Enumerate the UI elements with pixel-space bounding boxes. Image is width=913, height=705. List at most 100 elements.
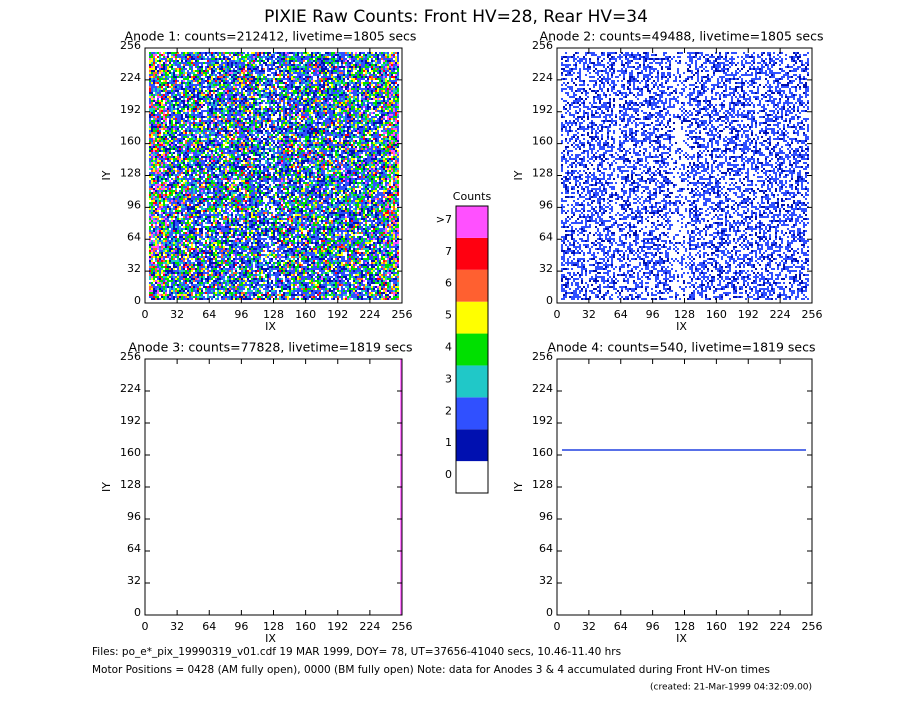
y-tick-label: 192 xyxy=(120,103,141,116)
y-axis-label: IY xyxy=(512,482,525,492)
panel-title: Anode 2: counts=49488, livetime=1805 sec… xyxy=(540,29,824,44)
x-tick-label: 256 xyxy=(802,620,823,633)
panel-title: Anode 3: counts=77828, livetime=1819 sec… xyxy=(129,340,413,355)
x-tick-label: 32 xyxy=(170,620,184,633)
x-tick-label: 224 xyxy=(359,308,380,321)
x-tick-label: 0 xyxy=(142,308,149,321)
y-tick-label: 224 xyxy=(532,71,553,84)
y-tick-label: 128 xyxy=(532,478,553,491)
colorbar-title: Counts xyxy=(453,190,492,203)
x-axis-label: IX xyxy=(265,320,276,333)
colorbar-label: 4 xyxy=(445,341,452,354)
x-axis-label: IX xyxy=(676,632,687,645)
x-tick-label: 128 xyxy=(263,308,284,321)
pixel-texture xyxy=(561,52,809,300)
x-tick-label: 96 xyxy=(234,308,248,321)
y-tick-label: 64 xyxy=(539,542,553,555)
x-tick-label: 160 xyxy=(706,308,727,321)
y-axis-label: IY xyxy=(512,170,525,180)
x-tick-label: 32 xyxy=(582,620,596,633)
x-tick-label: 160 xyxy=(706,620,727,633)
x-tick-label: 160 xyxy=(295,308,316,321)
colorbar-label: 3 xyxy=(445,372,452,385)
y-tick-label: 224 xyxy=(120,382,141,395)
y-tick-label: 96 xyxy=(127,198,141,211)
pixel-texture xyxy=(149,52,399,300)
x-tick-label: 224 xyxy=(359,620,380,633)
colorbar-swatch xyxy=(456,397,488,430)
y-tick-label: 0 xyxy=(134,606,141,619)
y-tick-label: 256 xyxy=(120,39,141,52)
y-tick-label: 64 xyxy=(539,230,553,243)
x-tick-label: 160 xyxy=(295,620,316,633)
panel-title: Anode 4: counts=540, livetime=1819 secs xyxy=(547,340,815,355)
colorbar-swatch xyxy=(456,269,488,302)
y-tick-label: 128 xyxy=(532,167,553,180)
y-tick-label: 96 xyxy=(539,198,553,211)
y-tick-label: 96 xyxy=(127,510,141,523)
y-axis-label: IY xyxy=(100,170,113,180)
plot-frame xyxy=(556,358,813,616)
x-tick-label: 64 xyxy=(614,620,628,633)
y-tick-label: 128 xyxy=(120,167,141,180)
y-tick-label: 160 xyxy=(532,446,553,459)
x-tick-label: 192 xyxy=(738,308,759,321)
colorbar-swatch xyxy=(456,429,488,462)
y-tick-label: 192 xyxy=(532,103,553,116)
x-axis-label: IX xyxy=(676,320,687,333)
x-tick-label: 128 xyxy=(674,308,695,321)
y-tick-label: 256 xyxy=(120,350,141,363)
y-tick-label: 32 xyxy=(127,262,141,275)
page-title: PIXIE Raw Counts: Front HV=28, Rear HV=3… xyxy=(264,7,648,27)
colorbar-frame xyxy=(455,205,489,494)
x-tick-label: 32 xyxy=(582,308,596,321)
y-tick-label: 128 xyxy=(120,478,141,491)
y-tick-label: 64 xyxy=(127,230,141,243)
colorbar-swatch xyxy=(456,301,488,334)
y-tick-label: 32 xyxy=(539,574,553,587)
pixel-texture xyxy=(149,52,399,300)
y-tick-label: 224 xyxy=(120,71,141,84)
y-tick-label: 192 xyxy=(532,414,553,427)
y-tick-label: 160 xyxy=(120,446,141,459)
y-tick-label: 0 xyxy=(134,294,141,307)
plot-frame xyxy=(144,358,403,616)
y-tick-label: 0 xyxy=(546,606,553,619)
created-note: (created: 21-Mar-1999 04:32:09.00) xyxy=(650,683,812,693)
colorbar-swatch xyxy=(456,206,488,238)
panel-title: Anode 1: counts=212412, livetime=1805 se… xyxy=(125,29,417,44)
colorbar-swatch xyxy=(456,333,488,366)
y-tick-label: 192 xyxy=(120,414,141,427)
colorbar-label: 5 xyxy=(445,309,452,322)
y-tick-label: 224 xyxy=(532,382,553,395)
y-tick-label: 256 xyxy=(532,39,553,52)
y-tick-label: 32 xyxy=(539,262,553,275)
x-tick-label: 256 xyxy=(802,308,823,321)
x-tick-label: 0 xyxy=(142,620,149,633)
pixel-texture xyxy=(149,52,399,300)
pixel-texture xyxy=(149,52,399,300)
x-tick-label: 192 xyxy=(327,308,348,321)
x-tick-label: 224 xyxy=(770,620,791,633)
x-tick-label: 96 xyxy=(646,308,660,321)
y-tick-label: 96 xyxy=(539,510,553,523)
x-tick-label: 96 xyxy=(234,620,248,633)
x-tick-label: 0 xyxy=(554,620,561,633)
x-tick-label: 256 xyxy=(392,620,413,633)
colorbar-label: 1 xyxy=(445,436,452,449)
colorbar-label: 2 xyxy=(445,404,452,417)
colorbar-label: 0 xyxy=(445,468,452,481)
x-tick-label: 0 xyxy=(554,308,561,321)
colorbar-swatch xyxy=(456,237,488,270)
x-tick-label: 32 xyxy=(170,308,184,321)
pixel-texture xyxy=(149,52,399,300)
x-tick-label: 128 xyxy=(263,620,284,633)
x-tick-label: 192 xyxy=(327,620,348,633)
x-tick-label: 64 xyxy=(202,308,216,321)
x-tick-label: 224 xyxy=(770,308,791,321)
y-tick-label: 32 xyxy=(127,574,141,587)
colorbar-label: >7 xyxy=(436,213,452,226)
colorbar-label: 6 xyxy=(445,277,452,290)
colorbar-swatch xyxy=(456,365,488,398)
